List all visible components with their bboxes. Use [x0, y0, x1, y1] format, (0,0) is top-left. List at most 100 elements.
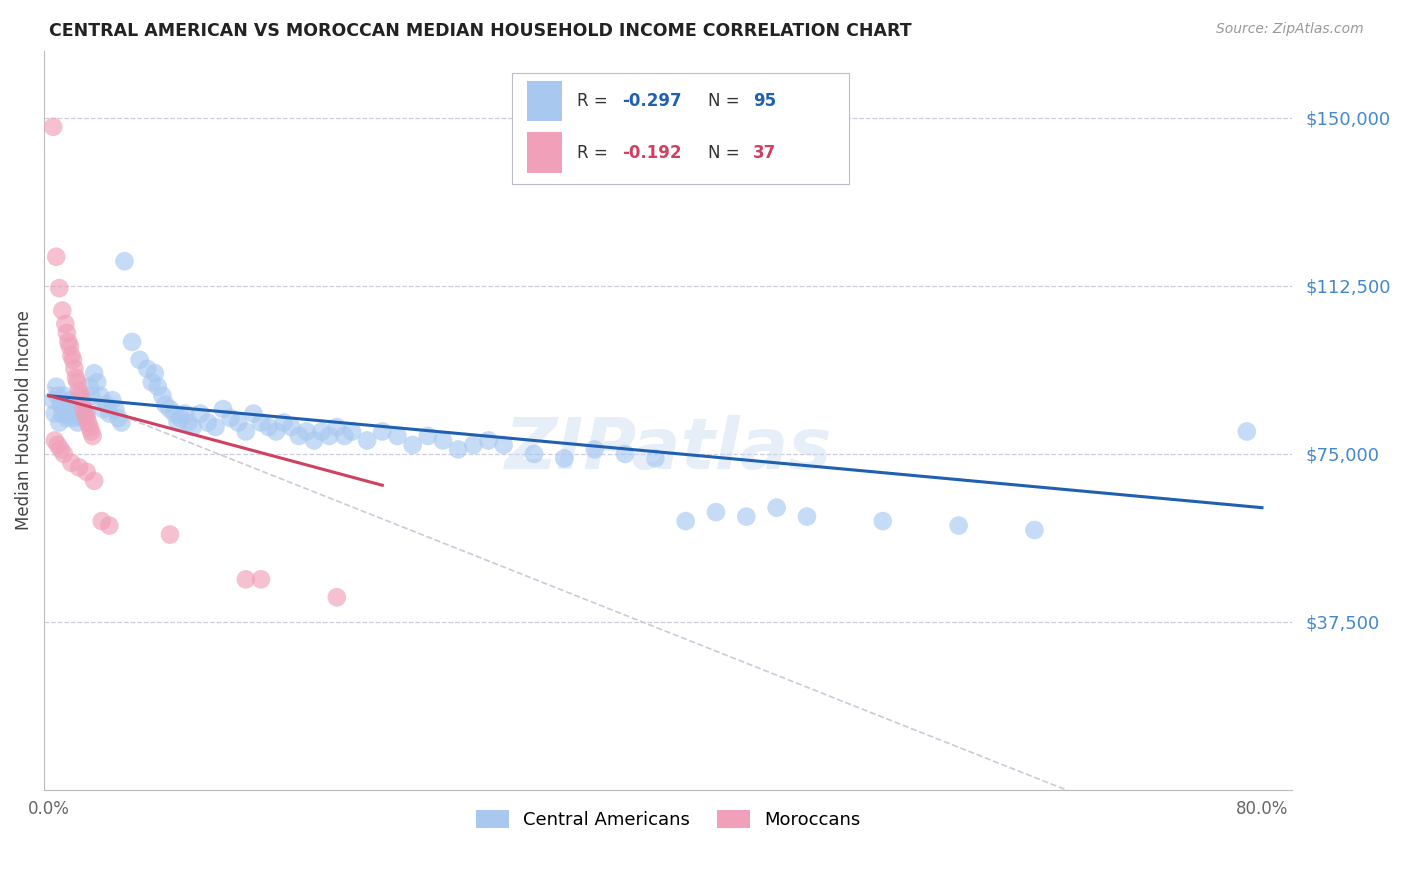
Point	[46, 438, 69, 452]
Point	[66, 416, 89, 430]
Point	[53, 402, 76, 417]
Point	[70, 393, 93, 408]
Point	[356, 434, 378, 448]
Text: N =: N =	[709, 144, 745, 161]
Point	[583, 442, 606, 457]
Point	[735, 509, 758, 524]
Point	[67, 384, 90, 399]
Point	[181, 420, 204, 434]
Point	[212, 402, 235, 417]
Point	[65, 370, 87, 384]
Point	[152, 389, 174, 403]
Point	[63, 361, 86, 376]
FancyBboxPatch shape	[512, 73, 849, 184]
Point	[242, 407, 264, 421]
Point	[63, 402, 86, 417]
Point	[644, 451, 666, 466]
Point	[91, 402, 114, 417]
Point	[65, 407, 87, 421]
Point	[250, 416, 273, 430]
Point	[280, 420, 302, 434]
Point	[62, 411, 84, 425]
Point	[101, 393, 124, 408]
Point	[226, 416, 249, 430]
Point	[76, 411, 98, 425]
Point	[76, 465, 98, 479]
Point	[553, 451, 575, 466]
Point	[163, 407, 186, 421]
Point	[371, 425, 394, 439]
Point	[948, 518, 970, 533]
Point	[86, 375, 108, 389]
Point	[90, 514, 112, 528]
Point	[52, 389, 75, 403]
Text: -0.192: -0.192	[621, 144, 682, 161]
Point	[614, 447, 637, 461]
Point	[704, 505, 727, 519]
Point	[76, 407, 98, 421]
Point	[56, 326, 79, 340]
Point	[80, 389, 103, 403]
Point	[44, 407, 66, 421]
Y-axis label: Median Household Income: Median Household Income	[15, 310, 32, 530]
Text: N =: N =	[709, 92, 745, 110]
Point	[60, 393, 83, 408]
Point	[79, 380, 101, 394]
Point	[177, 416, 200, 430]
Point	[82, 429, 104, 443]
FancyBboxPatch shape	[527, 132, 562, 173]
Text: Source: ZipAtlas.com: Source: ZipAtlas.com	[1216, 22, 1364, 37]
Point	[1236, 425, 1258, 439]
Point	[67, 460, 90, 475]
Point	[166, 416, 188, 430]
Point	[302, 434, 325, 448]
Legend: Central Americans, Moroccans: Central Americans, Moroccans	[470, 803, 868, 837]
Point	[295, 425, 318, 439]
Point	[432, 434, 454, 448]
Point	[401, 438, 423, 452]
Point	[69, 407, 91, 421]
Point	[53, 317, 76, 331]
Point	[73, 407, 96, 421]
Point	[121, 334, 143, 349]
Point	[42, 120, 65, 134]
Point	[51, 407, 73, 421]
Text: ZIPatlas: ZIPatlas	[505, 416, 832, 484]
Point	[326, 591, 349, 605]
Point	[89, 389, 111, 403]
Point	[83, 474, 105, 488]
Point	[45, 250, 67, 264]
Point	[155, 398, 177, 412]
FancyBboxPatch shape	[527, 80, 562, 121]
Point	[257, 420, 280, 434]
Point	[42, 393, 65, 408]
Point	[250, 572, 273, 586]
Point	[98, 407, 121, 421]
Point	[58, 398, 80, 412]
Point	[141, 375, 163, 389]
Point	[51, 303, 73, 318]
Point	[48, 281, 70, 295]
Point	[273, 416, 295, 430]
Point	[235, 572, 257, 586]
Point	[67, 398, 90, 412]
Point	[675, 514, 697, 528]
Point	[62, 352, 84, 367]
Text: R =: R =	[576, 144, 613, 161]
Point	[188, 407, 211, 421]
Text: 37: 37	[754, 144, 776, 161]
Point	[204, 420, 226, 434]
Point	[872, 514, 894, 528]
Point	[70, 411, 93, 425]
Text: R =: R =	[576, 92, 613, 110]
Point	[110, 416, 132, 430]
Text: CENTRAL AMERICAN VS MOROCCAN MEDIAN HOUSEHOLD INCOME CORRELATION CHART: CENTRAL AMERICAN VS MOROCCAN MEDIAN HOUS…	[49, 22, 912, 40]
Point	[104, 402, 127, 417]
Point	[60, 456, 83, 470]
Point	[796, 509, 818, 524]
Point	[197, 416, 219, 430]
Point	[387, 429, 409, 443]
Point	[340, 425, 363, 439]
Point	[288, 429, 311, 443]
Point	[60, 348, 83, 362]
